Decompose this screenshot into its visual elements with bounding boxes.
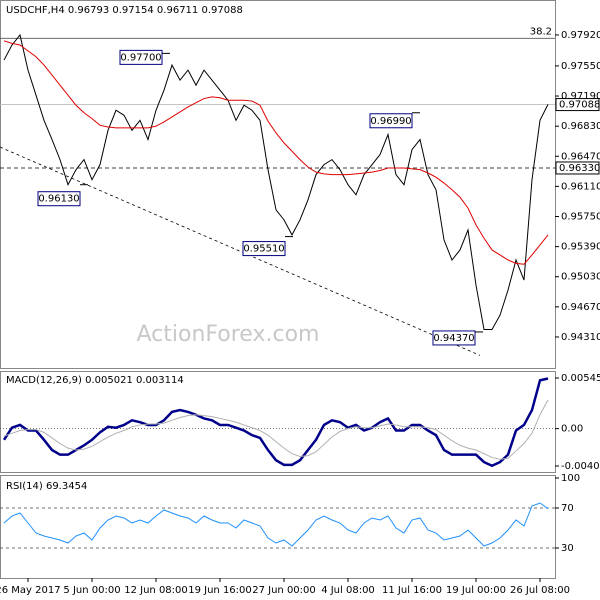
- x-tick-label: 12 Jun 08:00: [124, 585, 188, 596]
- y-tick-label: 0.00: [561, 424, 583, 435]
- y-tick-label: 70: [561, 503, 574, 514]
- annotation-label: 0.96990: [370, 116, 411, 127]
- series-line: [3, 399, 549, 460]
- price-label-box: [555, 161, 600, 175]
- price-label: 0.96330: [559, 163, 600, 174]
- y-tick-label: 0.97190: [561, 91, 600, 102]
- x-tick-label: 26 Jul 08:00: [510, 585, 570, 596]
- price-label: 0.97088: [559, 100, 600, 111]
- panel-title: RSI(14) 69.3454: [6, 481, 87, 492]
- annotation-label: 0.94370: [433, 333, 474, 344]
- annotation-box: [369, 113, 413, 129]
- annotation-box: [432, 330, 476, 346]
- y-tick-label: 0.96830: [561, 121, 600, 132]
- annotation-label: 0.97700: [120, 52, 161, 63]
- series-line: [3, 502, 549, 547]
- price-panel: [0, 0, 556, 369]
- macd-panel: [0, 371, 556, 473]
- y-tick-label: 0.95030: [561, 272, 600, 283]
- annotation-box: [37, 191, 81, 207]
- x-tick-label: 19 Jun 16:00: [188, 585, 252, 596]
- rsi-panel: [0, 475, 556, 579]
- x-tick-label: 4 Jul 08:00: [321, 585, 375, 596]
- y-tick-label: 0.96110: [561, 181, 600, 192]
- y-tick-label: 100: [561, 473, 580, 484]
- panel-title: MACD(12,26,9) 0.005021 0.003114: [6, 375, 184, 386]
- series-line: [3, 33, 549, 330]
- x-tick-label: 11 Jul 16:00: [382, 585, 442, 596]
- x-tick-label: 5 Jun 00:00: [63, 585, 120, 596]
- panel-title: USDCHF,H4 0.96793 0.97154 0.96711 0.9708…: [6, 5, 243, 16]
- series-line: [2, 377, 549, 468]
- y-tick-label: 0.97920: [561, 30, 600, 41]
- y-tick-label: 0.005451: [561, 373, 600, 384]
- x-tick-label: 26 May 2017: [0, 585, 61, 596]
- y-tick-label: 30: [561, 543, 574, 554]
- annotation-box: [119, 49, 163, 65]
- x-tick-label: 19 Jul 00:00: [446, 585, 506, 596]
- y-tick-label: -0.00402: [561, 461, 600, 472]
- watermark: ActionForex.com: [137, 322, 320, 347]
- annotation-box: [242, 241, 286, 257]
- x-tick-label: 27 Jun 00:00: [252, 585, 316, 596]
- y-tick-label: 0.95390: [561, 242, 600, 253]
- annotation-label: 0.95510: [243, 244, 284, 255]
- y-tick-label: 0.96470: [561, 151, 600, 162]
- y-tick-label: 0.95750: [561, 212, 600, 223]
- y-tick-label: 0.94670: [561, 302, 600, 313]
- price-label-box: [555, 98, 600, 112]
- y-tick-label: 0.94310: [561, 332, 600, 343]
- annotation-label: 0.96130: [38, 194, 79, 205]
- y-tick-label: 0.97550: [561, 61, 600, 72]
- level-label: 38.2: [530, 26, 552, 37]
- series-line: [3, 40, 549, 265]
